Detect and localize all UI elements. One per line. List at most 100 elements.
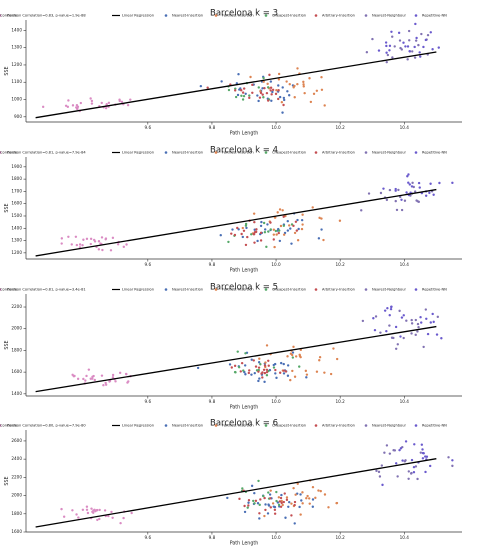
data-point	[391, 35, 394, 38]
data-point	[250, 484, 254, 488]
data-point	[395, 208, 399, 212]
x-tick-label: 10.4	[400, 399, 410, 404]
data-point	[273, 512, 277, 515]
legend-dot-swatch	[264, 14, 268, 17]
data-point	[431, 312, 434, 316]
data-point	[282, 372, 286, 375]
data-point	[302, 80, 305, 84]
data-point	[282, 215, 285, 219]
data-point	[308, 502, 311, 505]
data-point	[398, 309, 401, 313]
data-point	[280, 493, 283, 497]
data-point	[379, 331, 382, 334]
data-point	[386, 307, 389, 310]
x-tick-label: 10.0	[271, 399, 281, 404]
data-point	[323, 371, 326, 374]
data-point	[230, 232, 233, 235]
legend-label: Linear Regression	[122, 424, 154, 428]
data-point	[436, 315, 439, 319]
legend-dot-swatch	[364, 424, 368, 427]
data-point	[292, 486, 295, 490]
data-point	[383, 309, 387, 312]
data-point	[398, 39, 402, 42]
data-point	[249, 75, 252, 79]
data-point	[293, 500, 297, 504]
data-point	[284, 516, 287, 519]
chart-title: Barcelona k = 5	[210, 283, 278, 293]
data-point	[269, 86, 273, 89]
data-point	[420, 443, 424, 446]
data-point	[71, 373, 74, 377]
data-point	[105, 103, 108, 106]
legend-dot-swatch	[364, 151, 368, 154]
data-point	[239, 370, 242, 373]
data-point	[85, 508, 89, 511]
data-point	[411, 50, 414, 53]
data-point	[408, 183, 411, 186]
stats-text: Pearson Correlation=0.80, p-value=7.9e-8…	[7, 424, 86, 428]
data-point	[272, 228, 276, 231]
data-point	[397, 31, 401, 35]
data-point	[420, 32, 423, 36]
data-point	[258, 96, 262, 99]
data-point	[118, 371, 122, 375]
regression-line	[35, 325, 437, 393]
legend-dot-swatch	[414, 288, 418, 291]
legend-label: Farthest-Insertion	[222, 424, 254, 428]
data-point	[286, 364, 290, 367]
data-point	[291, 369, 294, 373]
data-point	[405, 191, 408, 194]
data-point	[110, 510, 113, 514]
data-point	[107, 514, 110, 518]
legend-label: Cheapest-Insertion	[272, 288, 306, 292]
data-point	[394, 187, 397, 191]
data-point	[335, 501, 338, 505]
data-point	[253, 230, 257, 234]
data-point	[429, 321, 432, 324]
legend-dot-swatch	[364, 14, 368, 17]
legend-dot-swatch	[214, 288, 218, 291]
legend-dot-swatch	[264, 151, 268, 154]
data-point	[416, 477, 419, 481]
data-point	[300, 227, 304, 231]
data-point	[419, 316, 422, 319]
data-point	[253, 241, 256, 244]
data-point	[298, 353, 301, 356]
legend-label: Nearest-Insertion	[172, 151, 203, 155]
data-point	[286, 355, 289, 358]
data-point	[96, 518, 99, 522]
data-point	[304, 369, 308, 373]
data-point	[78, 243, 82, 246]
data-point	[253, 491, 256, 495]
data-point	[240, 94, 243, 97]
data-point	[122, 516, 125, 520]
data-point	[274, 229, 278, 233]
data-point	[240, 361, 244, 365]
x-tick-label: 10.2	[336, 125, 346, 130]
data-point	[407, 477, 410, 480]
data-point	[261, 376, 264, 379]
data-point	[95, 509, 98, 512]
data-point	[311, 498, 315, 501]
data-point	[417, 43, 420, 47]
data-point	[122, 245, 126, 249]
data-point	[273, 245, 276, 249]
data-point	[300, 499, 303, 502]
data-point	[91, 375, 94, 379]
data-point	[271, 502, 275, 505]
data-point	[414, 333, 417, 337]
data-point	[258, 377, 261, 380]
data-point	[412, 465, 416, 469]
data-point	[264, 508, 267, 512]
data-point	[243, 504, 246, 508]
data-point	[290, 242, 293, 245]
data-point	[404, 45, 407, 48]
x-tick-label: 9.8	[209, 399, 216, 404]
data-point	[282, 96, 286, 100]
data-point	[241, 98, 245, 101]
data-point	[79, 101, 83, 105]
data-point	[62, 515, 66, 518]
data-point	[293, 375, 297, 378]
data-point	[85, 237, 89, 241]
